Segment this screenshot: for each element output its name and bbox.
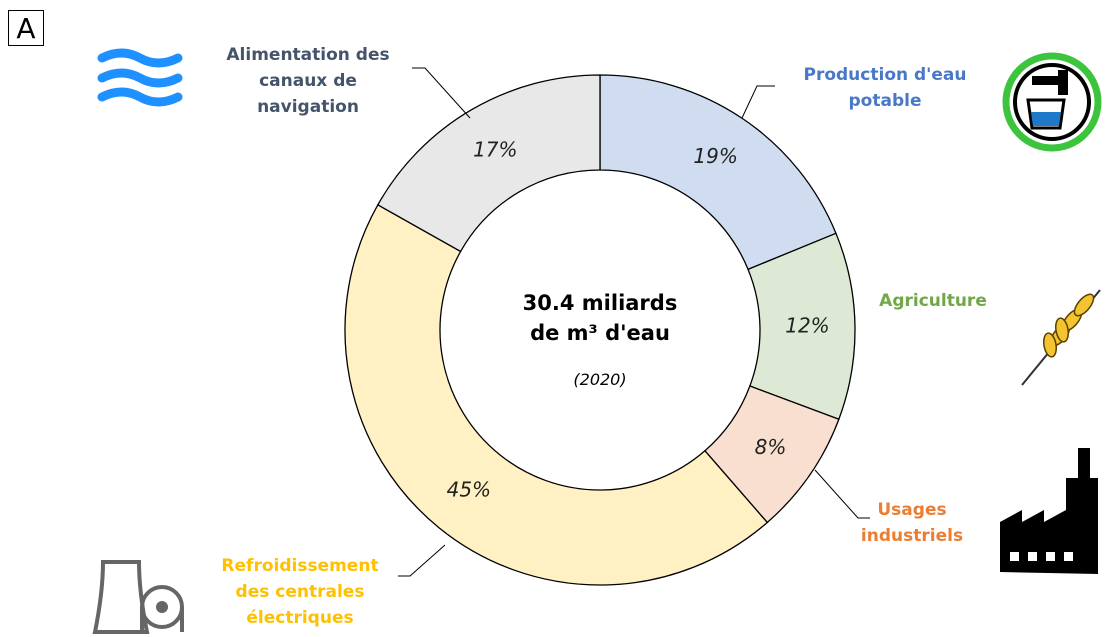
panel-label: A xyxy=(8,10,44,46)
donut-segment xyxy=(376,74,601,253)
leader-line xyxy=(814,469,870,519)
icon-water xyxy=(1002,52,1102,152)
leader-line xyxy=(398,544,446,577)
value-label: 17% xyxy=(473,137,517,161)
value-label: 19% xyxy=(693,144,737,168)
category-label: Production d'eau potable xyxy=(803,65,967,111)
icon-waves xyxy=(97,48,183,107)
category-label: Usages industriels xyxy=(860,500,964,546)
category-label: Refroidissement des centrales électrique… xyxy=(221,556,379,628)
leader-line xyxy=(412,67,471,119)
donut-segment xyxy=(344,203,769,586)
leader-line xyxy=(741,85,775,119)
value-label: 45% xyxy=(447,477,491,501)
donut-segment xyxy=(599,74,837,271)
category-label: Agriculture xyxy=(879,291,987,311)
value-label: 12% xyxy=(785,313,829,337)
value-label: 8% xyxy=(755,435,787,459)
center-text: 30.4 miliards de m³ d'eau xyxy=(522,291,678,345)
icon-wheat xyxy=(1021,289,1101,386)
center-subtext: (2020) xyxy=(573,370,627,389)
icon-power-plant xyxy=(92,560,184,634)
category-label: Alimentation des canaux de navigation xyxy=(226,45,390,117)
icon-factory xyxy=(1000,448,1098,574)
